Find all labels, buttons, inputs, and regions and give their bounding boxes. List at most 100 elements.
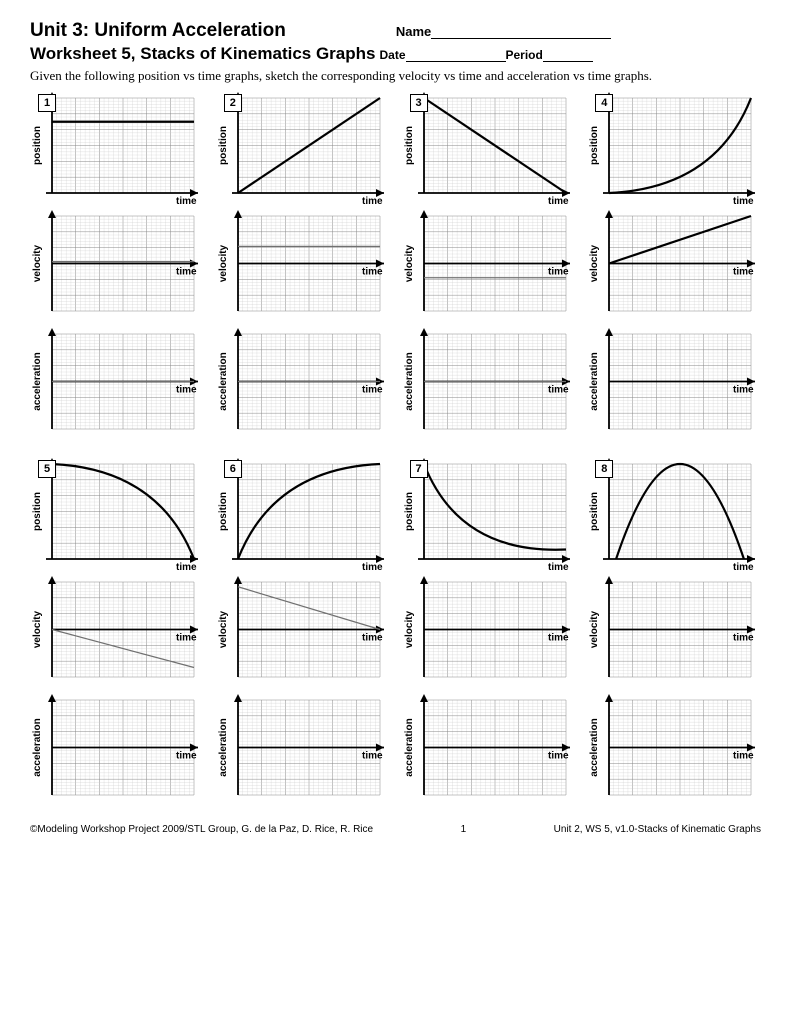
period-label: Period [506,48,593,62]
acceleration-graph: acceleration time [402,328,576,438]
svg-text:velocity: velocity [32,244,43,282]
svg-text:time: time [733,385,754,396]
graph-number: 5 [38,460,56,478]
title: Unit 3: Uniform Acceleration [30,20,286,42]
graph-velocity: velocity time [587,210,757,325]
graph-velocity: velocity time [30,576,200,691]
graph-column-3: 3 position time velocity time acceleration tim… [402,92,576,438]
acceleration-graph: acceleration time [587,694,761,804]
graph-velocity: velocitytime [587,576,757,691]
svg-text:position: position [32,492,43,531]
svg-text:time: time [733,196,754,207]
svg-text:time: time [362,562,383,573]
svg-text:acceleration: acceleration [218,718,229,776]
graph-velocity: velocity time [402,210,572,325]
graph-velocity: velocity time [402,576,572,691]
period-blank[interactable] [543,61,593,62]
svg-text:time: time [362,385,383,396]
graph-number: 8 [595,460,613,478]
svg-text:acceleration: acceleration [589,718,600,776]
svg-text:velocity: velocity [404,610,415,648]
velocity-graph: velocity time [402,210,576,320]
svg-text:velocity: velocity [404,244,415,282]
position-graph: 5positiontime [30,458,204,568]
header: Unit 3: Uniform Acceleration Name Worksh… [30,20,761,84]
graph-column-6: 6positiontimevelocitytimeaccelerationtim… [216,458,390,804]
instructions: Given the following position vs time gra… [30,68,761,84]
footer: ©Modeling Workshop Project 2009/STL Grou… [30,824,761,835]
position-graph: 4positiontime [587,92,761,202]
velocity-graph: velocity time [30,576,204,686]
subtitle-row: Worksheet 5, Stacks of Kinematics Graphs… [30,44,761,64]
velocity-graph: velocitytime [216,576,390,686]
velocity-graph: velocitytime [587,576,761,686]
footer-center: 1 [461,824,467,835]
graph-number: 7 [410,460,428,478]
graph-number: 3 [410,94,428,112]
title-row: Unit 3: Uniform Acceleration Name [30,20,761,42]
svg-text:position: position [589,126,600,165]
graph-row-1: 1positiontimevelocitytimeaccelerationtim… [30,92,761,438]
svg-text:time: time [548,267,569,278]
svg-text:time: time [733,562,754,573]
graph-number: 4 [595,94,613,112]
acceleration-graph: acceleration time [587,328,761,438]
svg-text:acceleration: acceleration [589,352,600,410]
svg-text:velocity: velocity [32,610,43,648]
graph-acceleration: acceleration time [30,328,200,443]
svg-text:time: time [176,633,197,644]
name-blank[interactable] [431,38,611,39]
svg-text:time: time [548,562,569,573]
graph-column-5: 5positiontimevelocitytimeaccelerationtim… [30,458,204,804]
position-graph: 1positiontime [30,92,204,202]
graph-column-7: 7positiontimevelocitytimeaccelerationtim… [402,458,576,804]
graph-acceleration: acceleration time [30,694,200,809]
graphs-container: 1positiontime velocity time acceleration tim… [30,92,761,804]
velocity-graph: velocity time [587,210,761,320]
date-label: Date [379,48,505,62]
acceleration-graph: accelerationtime [402,694,576,804]
graph-acceleration: acceleration time [216,328,386,443]
graph-acceleration: acceleration time [587,328,757,443]
svg-text:time: time [176,196,197,207]
graph-acceleration: accelerationtime [402,694,572,809]
graph-acceleration: acceleration time [402,328,572,443]
svg-text:velocity: velocity [589,610,600,648]
name-label: Name [396,24,611,39]
date-blank[interactable] [406,61,506,62]
acceleration-graph: acceleration time [216,694,390,804]
velocity-graph: velocity time [402,576,576,686]
svg-text:acceleration: acceleration [218,352,229,410]
svg-text:time: time [548,196,569,207]
velocity-graph: velocitytime [216,210,390,320]
velocity-graph: velocitytime [30,210,204,320]
graph-number: 2 [224,94,242,112]
graph-row-2: 5 position time velocity time acceleration tim… [30,458,761,804]
svg-text:velocity: velocity [218,244,229,282]
svg-text:time: time [548,633,569,644]
svg-text:acceleration: acceleration [32,352,43,410]
acceleration-graph: acceleration time [216,328,390,438]
svg-text:position: position [32,126,43,165]
svg-text:time: time [176,385,197,396]
svg-text:time: time [176,751,197,762]
svg-text:acceleration: acceleration [32,718,43,776]
position-graph: 6positiontime [216,458,390,568]
svg-text:time: time [733,751,754,762]
graph-number: 6 [224,460,242,478]
svg-text:velocity: velocity [589,244,600,282]
subtitle: Worksheet 5, Stacks of Kinematics Graphs [30,44,375,64]
svg-text:acceleration: acceleration [404,718,415,776]
graph-column-4: 4 position time velocity time acceleration tim… [587,92,761,438]
svg-text:time: time [733,267,754,278]
svg-text:time: time [362,751,383,762]
svg-text:time: time [548,385,569,396]
svg-text:position: position [218,492,229,531]
graph-column-2: 2positiontimevelocitytime acceleration tim… [216,92,390,438]
position-graph: 7positiontime [402,458,576,568]
position-graph: 2positiontime [216,92,390,202]
svg-text:acceleration: acceleration [404,352,415,410]
svg-text:time: time [362,633,383,644]
svg-text:position: position [404,126,415,165]
svg-text:position: position [589,492,600,531]
